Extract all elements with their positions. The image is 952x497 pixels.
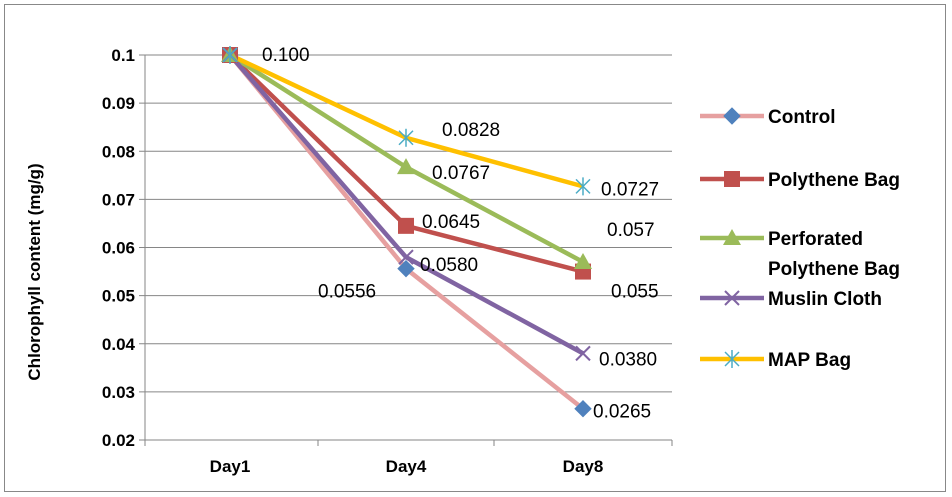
legend-label: Muslin Cloth [768,289,882,310]
y-tick-label: 0.05 [102,287,135,306]
data-label: 0.100 [262,45,310,66]
axes: 0.1 0.09 0.08 0.07 0.06 0.05 0.04 0.03 0.02 Day1 D… [102,46,673,476]
data-label: 0.057 [607,220,655,241]
series-lines [221,46,592,418]
data-labels: 0.0556 0.0265 0.0645 0.055 0.0767 0.057 0.0580… [262,45,659,423]
data-label: 0.055 [611,282,659,303]
legend-label: MAP Bag [768,350,851,371]
data-point [574,252,592,269]
legend-label: Polythene Bag [768,259,900,280]
data-point [398,217,414,234]
x-tick-label: Day4 [386,457,427,476]
legend-label: Polythene Bag [768,170,900,191]
data-point [723,229,741,245]
y-tick-label: 0.02 [102,431,135,450]
y-axis-title: Chlorophyll content (mg/g) [25,163,44,380]
legend-entry: Muslin Cloth [700,289,882,310]
data-point [575,177,591,196]
data-label: 0.0580 [420,255,478,276]
y-tick-label: 0.03 [102,383,135,402]
data-label: 0.0828 [442,120,500,141]
data-point [398,128,414,147]
data-point [575,345,591,362]
x-tick-label: Day1 [210,457,251,476]
legend-entry: Perforated Polythene Bag [700,229,900,280]
x-tick-label: Day8 [563,457,604,476]
y-tick-label: 0.08 [102,142,135,161]
legend-entry: Polythene Bag [700,170,900,191]
legend: Control Polythene Bag Perforated Polythene … [700,107,900,371]
y-tick-label: 0.09 [102,94,135,113]
data-point [724,350,740,368]
data-point [397,259,415,278]
data-point [398,249,414,265]
data-point [724,290,740,306]
legend-label: Perforated [768,229,863,250]
data-point [397,158,415,175]
series-line [228,53,585,356]
data-label: 0.0556 [318,282,376,303]
data-label: 0.0265 [593,402,651,423]
data-point [724,171,740,187]
data-point [723,107,741,125]
data-point [222,46,238,64]
data-label: 0.0380 [599,349,657,370]
data-label: 0.0645 [422,212,480,233]
y-tick-label: 0.07 [102,190,135,209]
data-label: 0.0727 [601,179,659,200]
data-label: 0.0767 [432,163,490,184]
legend-entry: MAP Bag [700,350,851,371]
y-tick-label: 0.04 [102,335,136,354]
y-tick-label: 0.06 [102,239,135,258]
legend-entry: Control [700,107,836,128]
legend-label: Control [768,107,836,128]
y-tick-label: 0.1 [111,46,135,65]
data-point [574,400,592,418]
